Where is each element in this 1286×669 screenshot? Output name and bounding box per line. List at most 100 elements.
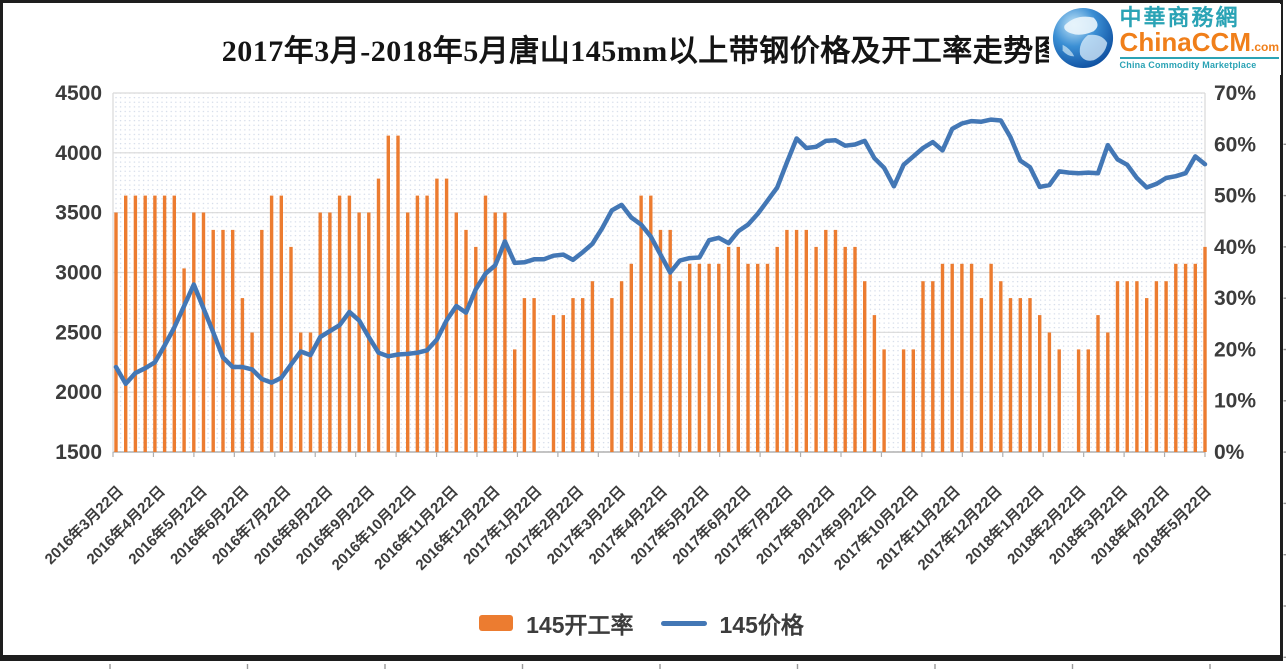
bar [1096, 315, 1100, 452]
left-axis-tick-label: 3000 [55, 262, 102, 285]
legend-label-operating-rate: 145开工率 [526, 612, 634, 638]
bar [1047, 332, 1052, 452]
bar [493, 212, 497, 452]
bar [688, 263, 692, 452]
right-axis-tick-label: 30% [1214, 287, 1256, 310]
bar [143, 195, 147, 452]
logo-cn-name: 中華商務網 [1119, 5, 1240, 30]
left-axis-tick-label: 2000 [55, 381, 102, 404]
bar [1038, 315, 1042, 452]
bar [406, 212, 410, 452]
bar [513, 349, 517, 452]
bar [1183, 263, 1188, 452]
bar [1028, 298, 1032, 452]
bar [133, 195, 138, 452]
bar [1193, 263, 1197, 452]
bar [1086, 349, 1090, 452]
left-axis-tick-label: 3500 [55, 202, 102, 225]
bar [804, 229, 808, 452]
bar [1203, 246, 1207, 452]
bar [415, 195, 420, 452]
bar [308, 332, 313, 452]
x-axis-labels: 2016年3月22日2016年4月22日2016年5月22日2016年6月22日… [41, 482, 1215, 574]
bar [367, 212, 371, 452]
bar [250, 332, 254, 452]
bar [775, 246, 779, 452]
logo-en-suffix: .com [1250, 40, 1279, 55]
bar [999, 281, 1003, 452]
bar [162, 195, 167, 452]
bar [794, 229, 799, 452]
bar [114, 212, 118, 452]
right-axis-tick-label: 0% [1214, 441, 1245, 464]
price-line [113, 117, 1208, 387]
bar [192, 212, 196, 452]
bar [1008, 298, 1013, 452]
bar [1164, 281, 1168, 452]
bar [697, 263, 702, 452]
bar [201, 212, 206, 452]
bar [717, 263, 721, 452]
bar [1145, 298, 1149, 452]
bar [979, 298, 984, 452]
left-axis-tick-label: 2500 [55, 321, 102, 344]
bar [260, 229, 264, 452]
bar [765, 263, 770, 452]
left-axis-tick-label: 4500 [55, 82, 102, 105]
right-axis-tick-label: 40% [1214, 236, 1256, 259]
bar [425, 195, 429, 452]
bar [483, 195, 488, 452]
bar [522, 298, 527, 452]
bar [221, 229, 225, 452]
bar [269, 195, 274, 452]
bar [668, 229, 672, 452]
right-axis-tick-label: 10% [1214, 390, 1256, 413]
bar [911, 349, 915, 452]
right-axis-tick-label: 20% [1214, 338, 1256, 361]
bar [357, 212, 361, 452]
bar [833, 229, 838, 452]
bar [658, 229, 663, 452]
bar [960, 263, 964, 452]
bar [824, 229, 828, 452]
bar [649, 195, 653, 452]
bar [532, 298, 536, 452]
bar [1018, 298, 1022, 452]
bar [299, 332, 303, 452]
legend-bar-swatch [479, 615, 514, 631]
bar [746, 263, 750, 452]
bar [1125, 281, 1129, 452]
logo-en-line: ChinaCCM.com [1120, 29, 1279, 55]
chinaccm-logo: 中華商務網 ChinaCCM.com China Commodity Marke… [1048, 4, 1281, 75]
bar [231, 229, 235, 452]
bar [901, 349, 906, 452]
bar [853, 246, 857, 452]
bar [279, 195, 283, 452]
bar [707, 263, 711, 452]
bar [814, 246, 818, 452]
bar [931, 281, 935, 452]
bar [561, 315, 565, 452]
bar [969, 263, 974, 452]
bar [474, 246, 478, 452]
bar [347, 195, 352, 452]
right-axis-tick-label: 50% [1214, 185, 1256, 208]
bar [756, 263, 760, 452]
chart-legend: 145开工率 145价格 [0, 606, 1283, 640]
logo-tagline: China Commodity Marketplace [1119, 57, 1279, 70]
bar [872, 315, 877, 452]
bar [444, 178, 449, 452]
bar [318, 212, 322, 452]
bar [1057, 349, 1061, 452]
bar [1115, 281, 1120, 452]
bar [950, 263, 954, 452]
bar [629, 263, 633, 452]
bar [921, 281, 925, 452]
bar [124, 195, 128, 452]
bar [376, 178, 381, 452]
bar [551, 315, 556, 452]
right-axis-tick-label: 60% [1214, 133, 1256, 156]
bar [882, 349, 886, 452]
bar [1135, 281, 1139, 452]
